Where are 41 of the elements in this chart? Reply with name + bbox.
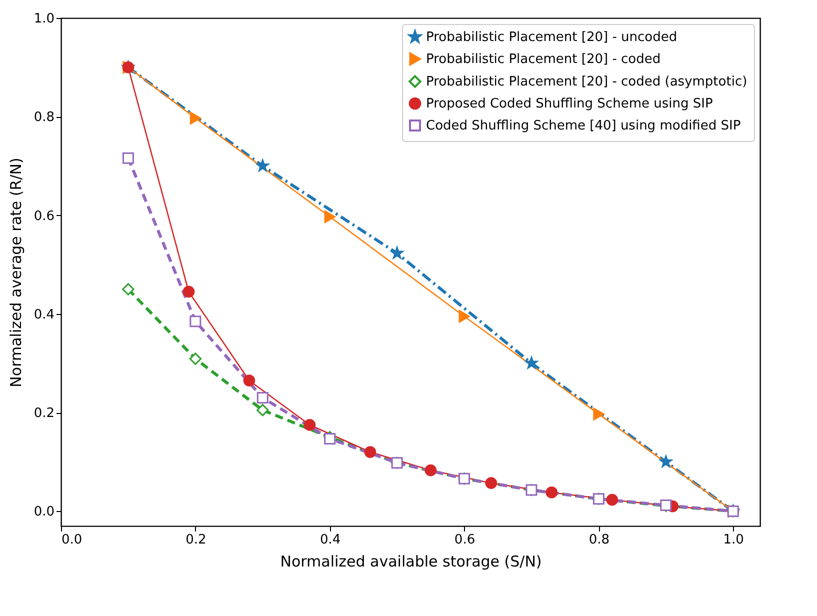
point	[424, 464, 437, 476]
point	[390, 246, 404, 259]
legend-label: Proposed Coded Shuffling Scheme using SIP	[426, 96, 713, 112]
point	[324, 210, 336, 224]
point	[189, 352, 202, 365]
x-tick-label: 1.0	[723, 532, 744, 548]
y-tick-label: 0.4	[34, 307, 54, 322]
legend-label: Coded Shuffling Scheme [40] using modified SIP	[426, 118, 741, 134]
legend-label: Probabilistic Placement [20] - uncoded	[426, 30, 678, 45]
y-tick-label: 0.8	[34, 110, 54, 126]
point	[190, 112, 201, 124]
point	[256, 392, 268, 404]
legend-label: Probabilistic Placement [20] - coded	[426, 52, 661, 67]
point	[190, 316, 202, 328]
x-tick-label: 0.0	[62, 532, 82, 548]
x-tick-label: 0.8	[588, 532, 610, 548]
y-tick-label: 1.0	[34, 12, 54, 26]
point	[256, 404, 269, 416]
point	[660, 455, 672, 468]
x-axis-title: Normalized available storage (S/N)	[280, 552, 542, 570]
point	[256, 160, 269, 172]
point	[243, 374, 256, 386]
point	[606, 494, 618, 506]
legend-label: Probabilistic Placement [20] - coded (asymptotic)	[426, 74, 748, 90]
x-tick-label: 0.4	[320, 532, 341, 548]
x-tick-label: 0.6	[454, 532, 476, 548]
point	[485, 477, 498, 490]
y-tick-label: 0.6	[34, 208, 54, 224]
point	[182, 286, 195, 298]
point	[546, 486, 558, 498]
point	[304, 418, 316, 431]
y-tick-label: 0.2	[34, 406, 54, 422]
y-tick-label: 0.0	[34, 504, 54, 520]
point	[122, 152, 134, 164]
x-tick-label: 0.2	[186, 532, 206, 548]
point	[525, 356, 538, 369]
point	[458, 310, 470, 323]
y-axis-title: Normalized average rate (R/N)	[6, 158, 25, 388]
point	[122, 283, 134, 296]
point	[593, 408, 604, 420]
point	[364, 446, 376, 458]
